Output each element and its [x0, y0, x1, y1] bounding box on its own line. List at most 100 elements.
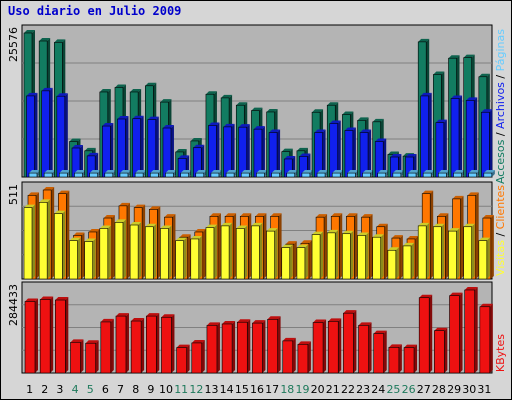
visitas-bar-10: [160, 225, 172, 280]
visitas-bar-1: [23, 204, 35, 280]
x-tick-label: 20: [311, 383, 325, 396]
visitas-bar-18: [281, 244, 293, 280]
archivos-bar-13: [208, 122, 220, 178]
visitas-bar-7: [114, 219, 126, 280]
kbytes-bar-8: [130, 318, 145, 374]
x-tick-label: 18: [280, 383, 294, 396]
paginas-bar-8: [134, 170, 147, 178]
x-tick-label: 25: [386, 383, 400, 396]
visitas-bar-3: [54, 210, 66, 280]
legend-panel-2: Visitas / Clientes: [494, 185, 507, 276]
visitas-bar-25: [387, 247, 399, 280]
archivos-bar-23: [359, 129, 372, 178]
legend-panel-3: KBytes: [494, 334, 507, 372]
visitas-bar-19: [296, 244, 308, 280]
y-max-label: 284433: [7, 284, 20, 326]
x-tick-label: 3: [56, 383, 63, 396]
legend-clientes: Clientes: [494, 185, 507, 230]
x-axis-ticks: 1 2 3 4 5 6 7 8 9 10 11 12 13 14 15 16 17 18 19 20 21 22 23 24 2…: [26, 383, 491, 396]
paginas-bar-26: [407, 170, 420, 178]
x-tick-label: 26: [402, 383, 416, 396]
kbytes-bar-2: [39, 296, 54, 374]
kbytes-bar-19: [297, 341, 311, 374]
visitas-bar-28: [433, 223, 445, 280]
paginas-bar-3: [59, 170, 71, 178]
kbytes-bar-18: [282, 337, 296, 374]
kbytes-bar-4: [70, 339, 84, 374]
visitas-bar-12: [190, 235, 202, 280]
paginas-bar-16: [256, 170, 268, 178]
paginas-bar-20: [316, 170, 329, 178]
kbytes-bar-9: [145, 313, 160, 374]
kbytes-bar-28: [434, 327, 448, 374]
x-tick-label: 17: [265, 383, 279, 396]
kbytes-bar-10: [161, 314, 175, 374]
x-tick-label: 12: [189, 383, 203, 396]
x-tick-label: 24: [371, 383, 385, 396]
visitas-bar-5: [84, 238, 96, 280]
archivos-bar-3: [56, 93, 68, 178]
kbytes-bar-5: [85, 340, 99, 374]
visitas-bar-4: [69, 237, 81, 280]
visitas-bar-30: [463, 223, 475, 280]
visitas-bar-24: [372, 234, 384, 280]
kbytes-bar-11: [176, 344, 190, 374]
archivos-bar-31: [481, 109, 493, 178]
panels-layer: 25576 511 284433: [7, 24, 495, 374]
visitas-bar-27: [417, 222, 430, 280]
kbytes-bar-27: [418, 294, 433, 374]
x-tick-label: 8: [132, 383, 139, 396]
kbytes-bar-6: [100, 318, 114, 374]
archivos-bar-22: [344, 127, 356, 178]
archivos-bar-27: [420, 92, 432, 178]
archivos-bar-20: [314, 129, 326, 178]
kbytes-bar-15: [236, 319, 251, 374]
visitas-bar-6: [99, 225, 111, 280]
kbytes-bar-7: [115, 313, 129, 374]
visitas-bar-9: [144, 223, 157, 280]
kbytes-bar-16: [252, 320, 266, 374]
x-tick-label: 14: [220, 383, 234, 396]
archivos-bar-6: [102, 123, 114, 178]
archivos-bar-28: [435, 119, 447, 178]
x-tick-label: 16: [250, 383, 264, 396]
kbytes-bar-24: [373, 330, 387, 374]
kbytes-bar-12: [191, 339, 205, 374]
kbytes-bar-14: [221, 320, 236, 374]
kbytes-bar-26: [403, 344, 418, 374]
visitas-bar-14: [220, 222, 233, 280]
y-max-label: 511: [7, 184, 20, 205]
paginas-bar-22: [347, 170, 359, 178]
x-tick-label: 19: [295, 383, 309, 396]
kbytes-bar-17: [267, 316, 281, 374]
kbytes-bar-22: [343, 310, 357, 374]
visitas-bar-13: [205, 224, 217, 280]
visitas-bar-20: [311, 231, 324, 280]
kbytes-bar-13: [206, 322, 220, 374]
visitas-bar-23: [357, 232, 369, 280]
legend-páginas: Páginas: [494, 29, 507, 72]
kbytes-bar-1: [24, 298, 38, 374]
y-max-label: 25576: [7, 27, 20, 62]
visitas-bar-15: [235, 225, 248, 280]
archivos-bar-14: [223, 123, 235, 178]
archivos-bar-30: [465, 97, 478, 178]
archivos-bar-29: [450, 95, 463, 178]
kbytes-bar-23: [358, 322, 372, 374]
archivos-bar-7: [117, 116, 129, 178]
archivos-bar-16: [253, 126, 265, 178]
kbytes-bar-31: [479, 303, 493, 374]
x-tick-label: 29: [447, 383, 461, 396]
kbytes-bar-30: [464, 287, 478, 374]
x-tick-label: 30: [462, 383, 476, 396]
x-tick-label: 28: [432, 383, 446, 396]
x-tick-label: 31: [477, 383, 491, 396]
x-tick-label: 9: [147, 383, 154, 396]
paginas-bar-31: [483, 170, 495, 178]
x-tick-label: 7: [117, 383, 124, 396]
x-tick-label: 23: [356, 383, 370, 396]
kbytes-bar-3: [55, 297, 69, 374]
